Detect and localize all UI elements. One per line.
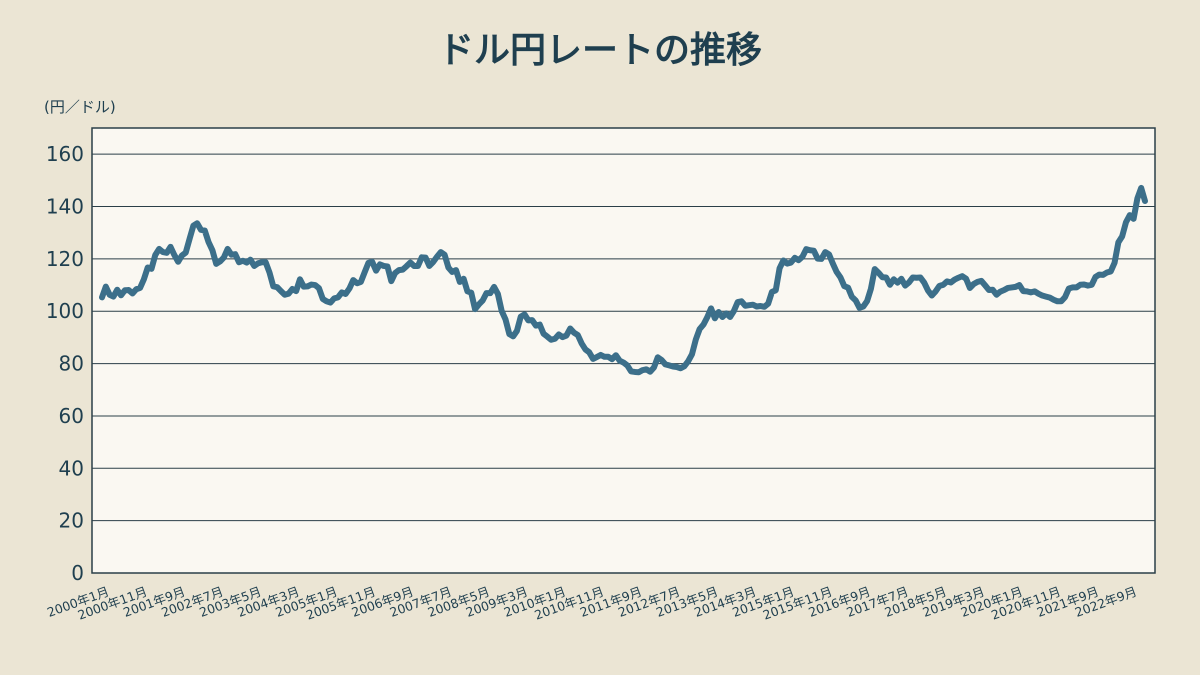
y-tick-label: 40 — [59, 456, 84, 480]
y-tick-label: 140 — [46, 195, 84, 219]
y-tick-label: 100 — [46, 299, 84, 323]
y-tick-label: 0 — [71, 561, 84, 585]
y-tick-label: 20 — [59, 509, 84, 533]
y-tick-label: 60 — [59, 404, 84, 428]
plot-area — [91, 127, 1156, 574]
line-series — [99, 184, 1148, 376]
y-tick-label: 160 — [46, 142, 84, 166]
chart-title: ドル円レートの推移 — [438, 30, 762, 71]
y-tick-label: 120 — [46, 247, 84, 271]
y-tick-label: 80 — [59, 352, 84, 376]
y-axis-label: (円／ドル) — [44, 98, 116, 116]
